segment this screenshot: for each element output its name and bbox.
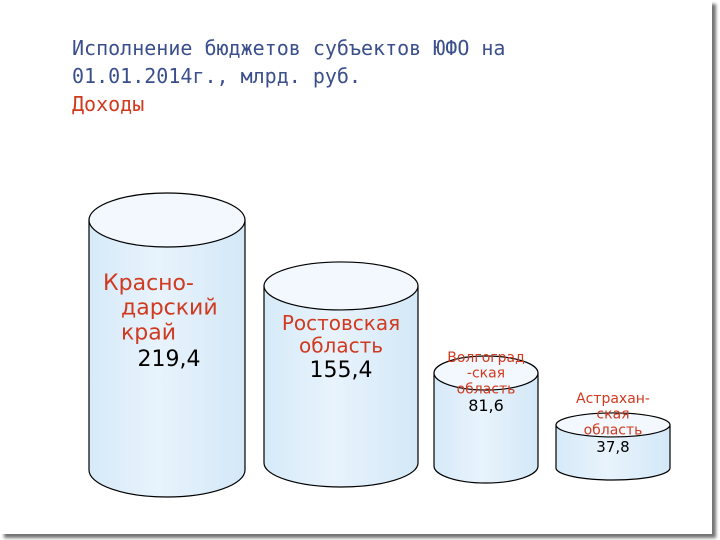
cylinder-top [88,192,246,248]
cylinder-chart: Красно-дарскийкрай219,4Ростовскаяобласть… [88,192,671,498]
cylinder-body [263,285,419,488]
category-label: край [121,320,176,345]
category-label: дарский [121,296,218,321]
category-label: Астрахан- [576,391,650,407]
chart-title-line1: Исполнение бюджетов субъектов ЮФО на [72,36,506,60]
category-label: область [457,381,516,397]
category-label: область [584,422,643,438]
category-label: область [299,333,383,357]
cylinder-body [433,372,539,484]
category-label: ская [596,407,629,423]
cylinder-top [263,261,419,311]
chart-title-line2: 01.01.2014г., млрд. руб. [72,64,361,88]
category-label: Ростовская [282,311,400,335]
category-label: -ская [467,366,505,382]
value-label: 155,4 [310,358,373,383]
value-label: 219,4 [138,347,201,372]
chart-subtitle: Доходы [72,92,145,116]
title-block: Исполнение бюджетов субъектов ЮФО на 01.… [72,34,672,118]
category-label: Волгоград [447,350,525,366]
cylinder-top [433,355,539,391]
category-label: Красно- [103,271,194,296]
value-label: 81,6 [468,396,504,415]
value-label: 37,8 [596,438,629,456]
cylinder-body [555,424,671,481]
slide: Исполнение бюджетов субъектов ЮФО на 01.… [72,34,672,498]
cylinder-top [555,412,671,438]
cylinder-body [88,219,246,498]
